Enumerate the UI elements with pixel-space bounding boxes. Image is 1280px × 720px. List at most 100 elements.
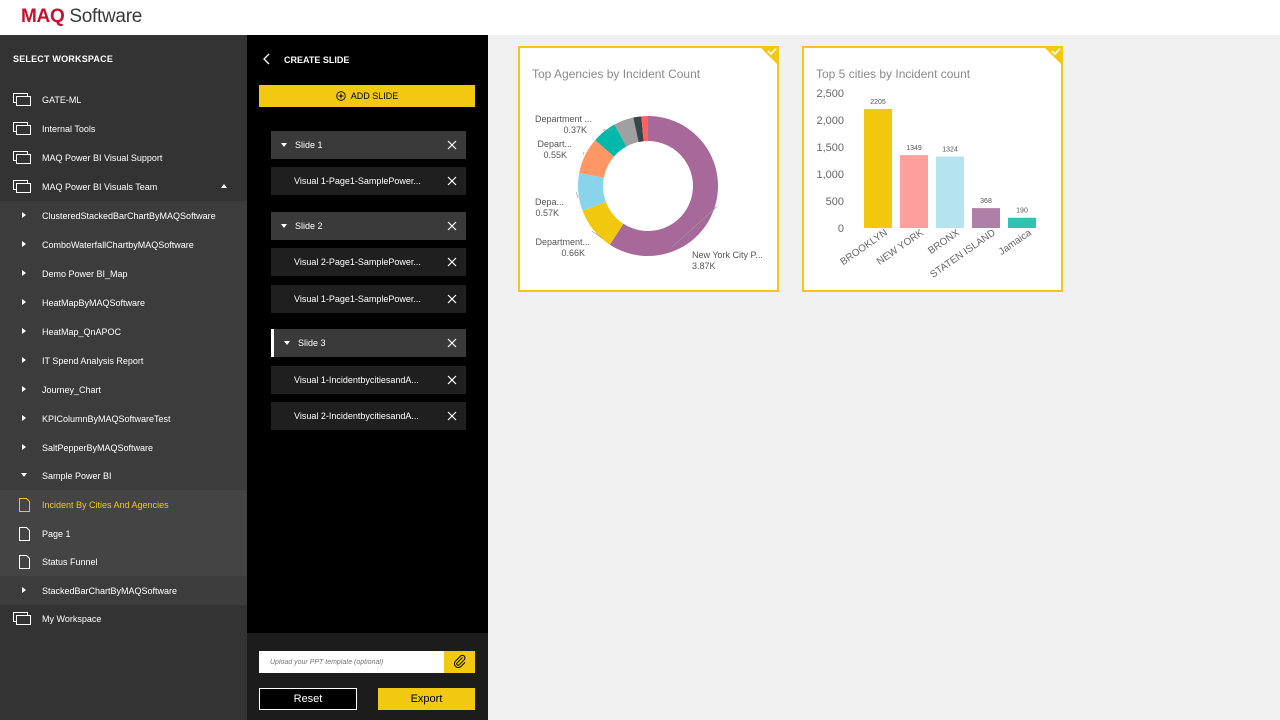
donut-slice[interactable] (582, 201, 624, 245)
expand-caret-icon[interactable] (22, 328, 26, 334)
workspace-icon (13, 180, 31, 193)
visual-item[interactable]: Visual 1-IncidentbycitiesandA... (271, 366, 466, 394)
donut-slice[interactable] (614, 117, 639, 147)
close-icon[interactable] (447, 375, 457, 385)
donut-slice[interactable] (641, 116, 648, 142)
x-tick-label: Jamaica (997, 227, 1034, 258)
workspace-item-label: MAQ Power BI Visuals Team (42, 181, 158, 192)
expand-caret-icon[interactable] (22, 241, 26, 247)
create-slide-panel: CREATE SLIDE ADD SLIDE Slide 1 Visual 1-… (247, 35, 488, 720)
page-item-status-funnel[interactable]: Status Funnel (0, 547, 247, 576)
expand-caret-icon[interactable] (22, 357, 26, 363)
workspace-item-my-workspace[interactable]: My Workspace (0, 604, 247, 633)
donut-slice[interactable] (579, 140, 615, 178)
close-icon[interactable] (447, 294, 457, 304)
bar[interactable] (936, 156, 964, 228)
y-tick-label: 1,500 (816, 142, 844, 154)
expand-caret-icon[interactable] (22, 386, 26, 392)
slide-header-2[interactable]: Slide 2 (271, 212, 466, 240)
bar[interactable] (900, 155, 928, 228)
app-header: MAQ Software (0, 0, 1280, 35)
slide-header-1[interactable]: Slide 1 (271, 131, 466, 159)
page-item-label: Incident By Cities And Agencies (42, 499, 169, 510)
report-item-heatmap[interactable]: HeatMapByMAQSoftware (0, 288, 247, 317)
selected-check-icon (759, 46, 779, 66)
expand-caret-icon[interactable] (22, 587, 26, 593)
export-button[interactable]: Export (378, 688, 475, 710)
donut-leader-line (575, 192, 579, 199)
donut-slice[interactable] (633, 116, 644, 143)
y-tick-label: 500 (826, 196, 844, 208)
bar-data-label: 1324 (942, 147, 958, 154)
collapse-caret-icon[interactable] (281, 143, 287, 147)
donut-slice-label: New York City P... (692, 250, 763, 260)
paperclip-icon (453, 654, 465, 668)
slide-label: Slide 2 (295, 221, 323, 231)
expand-caret-icon[interactable] (22, 270, 26, 276)
reset-button[interactable]: Reset (259, 688, 357, 710)
page-item-incident-by-cities-and-agencies[interactable]: Incident By Cities And Agencies (0, 490, 247, 519)
workspace-item-gate-ml[interactable]: GATE-ML (0, 85, 247, 114)
visual-item[interactable]: Visual 1-Page1-SamplePower... (271, 167, 466, 195)
expand-caret-icon[interactable] (22, 299, 26, 305)
close-icon[interactable] (447, 176, 457, 186)
expand-caret-icon[interactable] (22, 444, 26, 450)
report-item-demo-power-bi-map[interactable]: Demo Power BI_Map (0, 259, 247, 288)
donut-slice-value: 0.37K (563, 125, 587, 135)
visual-item[interactable]: Visual 1-Page1-SamplePower... (271, 285, 466, 313)
visual-card-top-cities[interactable]: Top 5 cities by Incident count 0 500 1,000… (802, 46, 1063, 292)
bar[interactable] (864, 108, 892, 228)
workspace-item-maq-power-bi-visual-support[interactable]: MAQ Power BI Visual Support (0, 143, 247, 172)
report-item-heatmap-qnapoc[interactable]: HeatMap_QnAPOC (0, 317, 247, 346)
visual-card-top-agencies[interactable]: Top Agencies by Incident Count New York … (518, 46, 779, 292)
workspace-panel-title: SELECT WORKSPACE (13, 54, 114, 64)
close-icon[interactable] (447, 411, 457, 421)
donut-slice[interactable] (609, 116, 718, 256)
report-item-journey-chart[interactable]: Journey_Chart (0, 375, 247, 404)
collapse-caret-icon[interactable] (221, 184, 227, 188)
visual-item-label: Visual 2-Page1-SamplePower... (294, 257, 421, 267)
close-icon[interactable] (447, 338, 457, 348)
page-item-page-1[interactable]: Page 1 (0, 519, 247, 548)
bar-data-label: 190 (1016, 208, 1028, 215)
bar[interactable] (1008, 217, 1036, 228)
bar[interactable] (972, 208, 1000, 228)
donut-slice[interactable] (578, 172, 606, 211)
chart-title: Top 5 cities by Incident count (816, 67, 971, 81)
attach-template-button[interactable] (444, 651, 475, 673)
expand-caret-icon[interactable] (22, 212, 26, 218)
report-item-it-spend-analysis[interactable]: IT Spend Analysis Report (0, 346, 247, 375)
collapse-caret-icon[interactable] (284, 341, 290, 345)
report-item-kpicolumn[interactable]: KPIColumnByMAQSoftwareTest (0, 404, 247, 433)
back-chevron-icon[interactable] (262, 53, 272, 65)
report-item-clusteredstackedbarchart[interactable]: ClusteredStackedBarChartByMAQSoftware (0, 201, 247, 230)
report-item-combowaterfallchart[interactable]: ComboWaterfallChartbyMAQSoftware (0, 230, 247, 259)
ppt-template-upload-input[interactable] (259, 651, 444, 673)
visual-item[interactable]: Visual 2-IncidentbycitiesandA... (271, 402, 466, 430)
workspace-item-internal-tools[interactable]: Internal Tools (0, 114, 247, 143)
collapse-caret-icon[interactable] (21, 473, 27, 477)
donut-slice-value: 0.57K (535, 208, 559, 218)
donut-slice-value: 0.66K (561, 248, 585, 258)
report-item-stackedbarchart[interactable]: StackedBarChartByMAQSoftware (0, 576, 247, 605)
report-item-saltpepper[interactable]: SaltPepperByMAQSoftware (0, 433, 247, 462)
slide-header-3[interactable]: Slide 3 (271, 329, 466, 357)
donut-slice-value: 3.87K (692, 261, 716, 271)
report-item-label: Demo Power BI_Map (42, 268, 128, 279)
close-icon[interactable] (447, 257, 457, 267)
close-icon[interactable] (447, 221, 457, 231)
visual-item[interactable]: Visual 2-Page1-SamplePower... (271, 248, 466, 276)
expand-caret-icon[interactable] (22, 415, 26, 421)
report-item-label: StackedBarChartByMAQSoftware (42, 585, 178, 596)
add-slide-button[interactable]: ADD SLIDE (259, 85, 475, 107)
workspace-icon (13, 122, 31, 135)
close-icon[interactable] (447, 140, 457, 150)
collapse-caret-icon[interactable] (281, 224, 287, 228)
donut-chart: New York City P...3.87K Department...0.66… (535, 114, 763, 271)
donut-slice[interactable] (595, 124, 627, 157)
slide-label: Slide 3 (298, 338, 326, 348)
page-item-label: Status Funnel (42, 556, 98, 567)
visual-item-label: Visual 1-Page1-SamplePower... (294, 294, 421, 304)
workspace-item-maq-power-bi-visuals-team[interactable]: MAQ Power BI Visuals Team (0, 172, 247, 201)
report-item-sample-power-bi[interactable]: Sample Power BI (0, 461, 247, 490)
